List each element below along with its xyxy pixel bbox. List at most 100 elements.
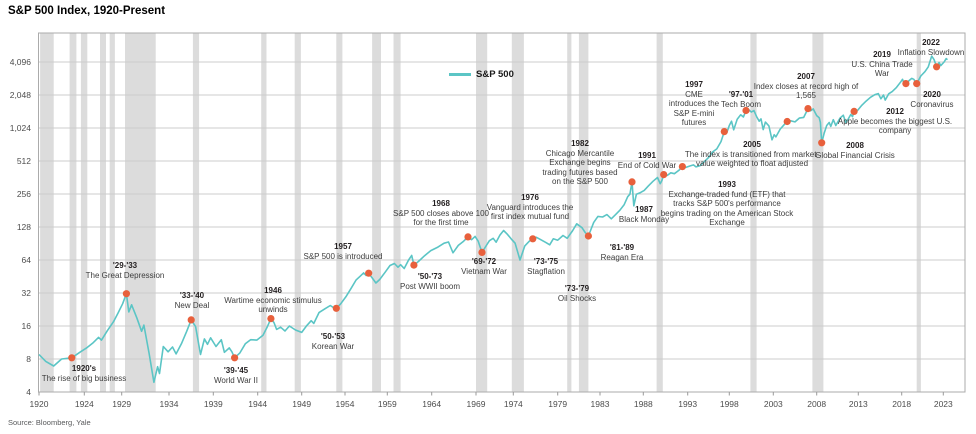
event-annotation: 1968 S&P 500 closes above 100 for the firs… [393,199,489,228]
event-description-line: Stagflation [527,266,565,276]
event-annotation: '81-'89 Reagan Era [601,243,644,262]
event-dot [720,128,728,136]
event-description-line: Wartime economic stimulus [224,295,322,305]
event-annotation: 1982 Chicago Mercantile Exchange begins tra… [542,139,617,187]
event-description-line: trading futures based [542,167,618,177]
event-description-line: Exchange [709,218,745,227]
x-axis-label: 2023 [933,399,953,409]
event-annotation: 1993 Exchange-traded fund (ETF) that track… [661,180,794,228]
event-annotation: 2008 Global Financial Crisis [815,141,895,160]
event-annotation: '69-'72 Vietnam War [461,257,507,276]
event-dot [332,304,340,312]
event-description-line: 1,565 [795,91,817,100]
x-axis-label: 1939 [203,399,223,409]
x-axis-label: 1969 [466,399,486,409]
event-year-label: '73-'75 [533,257,559,266]
event-description-line: End of Cold War [617,160,677,170]
event-description-line: introduces the [668,99,720,108]
recession-band [812,33,824,392]
event-annotation: '97-'01 Tech Boom [721,90,761,109]
x-axis-label: 2018 [892,399,912,409]
y-axis-label: 4,096 [9,56,31,67]
event-annotation: 1991 End of Cold War [618,151,676,170]
x-axis-label: 1959 [377,399,397,409]
x-axis-label: 1979 [548,399,568,409]
event-description-line: Tech Boom [720,99,762,109]
event-description-line: begins trading on the American Stock [660,208,794,218]
event-dot [902,80,910,88]
event-year-label: 2012 [886,107,904,116]
event-year-label: 1993 [718,180,736,189]
y-axis-label: 8 [26,353,31,364]
x-axis-label: 1920 [29,399,49,409]
event-dot [584,232,593,240]
event-dot [122,290,130,298]
recession-band [336,33,343,392]
x-axis-label: 1988 [633,399,653,409]
event-description-line: first index mutual fund [490,212,570,221]
recession-band [192,33,200,392]
event-dot [464,233,472,241]
recession-band [393,33,401,392]
recession-band [916,33,921,392]
event-year-label: 2019 [873,50,891,59]
event-description-line: Apple becomes the biggest U.S. [837,116,953,126]
event-year-label: 2007 [797,72,815,81]
y-axis-label: 512 [16,155,31,166]
recession-band [750,33,757,392]
event-description-line: U.S. China Trade [851,59,913,69]
event-annotation: 2012 Apple becomes the biggest U.S. compan… [838,107,952,136]
event-year-label: 1976 [521,193,539,202]
y-axis-label: 2,048 [9,89,31,100]
event-description-line: The index is transitioned from market- [684,149,820,159]
event-annotation: '50-'73 Post WWII boom [400,272,460,291]
event-dot [913,80,921,88]
event-description-line: Exchange-traded fund (ETF) that [668,189,786,199]
event-description-line: Post WWII boom [399,281,461,291]
event-description-line: tracks S&P 500's performance [673,199,781,208]
recession-band [567,33,572,392]
x-axis-label: 2013 [848,399,868,409]
event-description-line: Global Financial Crisis [815,150,895,160]
event-dot [231,354,239,362]
event-description-line: unwinds [258,305,288,314]
event-annotation: '39-'45 World War II [214,366,258,385]
event-annotation: 1946 Wartime economic stimulus unwinds [224,286,322,315]
event-description-line: Inflation Slowdown [897,47,965,57]
recession-band [125,33,156,392]
event-annotation: 1997 CME introduces the S&P E-mini futures [669,80,719,128]
y-axis-label: 4 [26,386,31,397]
event-year-label: 1920's [71,364,97,373]
y-axis-label: 128 [16,221,31,232]
y-axis-label: 32 [21,287,31,298]
x-axis-label: 1934 [159,399,179,409]
legend-line-sample [449,73,471,76]
event-annotation: '73-'79 Oil Shocks [558,284,596,303]
event-description-line: for the first time [413,218,469,227]
event-year-label: '50-'53 [320,332,346,341]
event-description-line: S&P E-mini [673,108,715,118]
event-year-label: 1968 [432,199,450,208]
event-description-line: Korean War [311,341,355,351]
event-annotation: 2019 U.S. China Trade War [851,50,912,79]
event-year-label: '50-'73 [417,272,443,281]
x-axis-label: 1983 [590,399,610,409]
event-description-line: futures [681,118,707,127]
event-description-line: The Great Depression [85,270,165,280]
recession-band [476,33,488,392]
event-annotation: 1957 S&P 500 is introduced [303,242,382,261]
event-year-label: 1946 [264,286,282,295]
event-description-line: Oil Shocks [557,293,597,303]
recession-band [656,33,663,392]
event-dot [850,107,858,115]
event-year-label: '29-'33 [112,261,138,270]
event-description-line: World War II [213,375,259,385]
event-dot [187,316,195,324]
y-axis-label: 64 [21,254,31,265]
event-year-label: 1987 [635,205,653,214]
x-axis-label: 1924 [74,399,94,409]
event-description-line: New Deal [174,300,210,310]
event-description-line: Chicago Mercantile [545,148,615,158]
recession-band [80,33,88,392]
